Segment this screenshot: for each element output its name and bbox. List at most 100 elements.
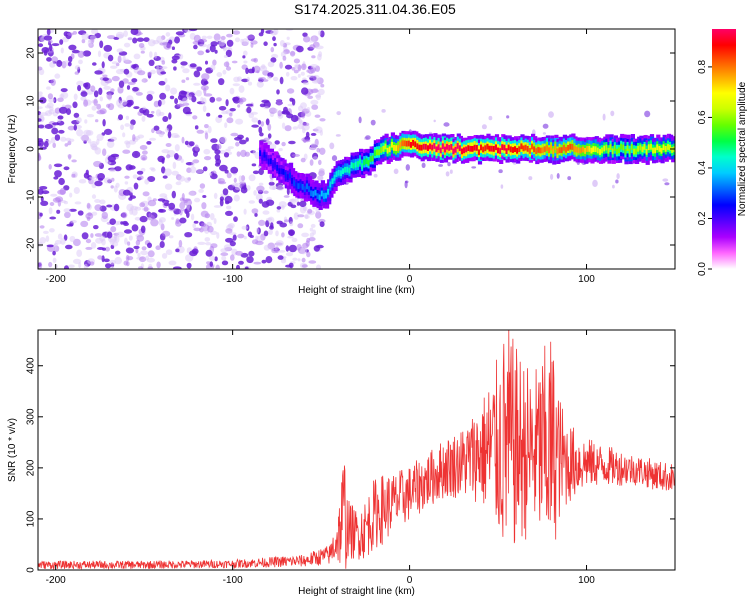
noise-blob [297, 214, 305, 218]
noise-blob [219, 164, 228, 172]
signal-segment [310, 190, 315, 197]
noise-blob [131, 224, 139, 232]
noise-blob [95, 119, 99, 123]
noise-blob [162, 175, 168, 179]
noise-blob [96, 133, 104, 141]
noise-blob [293, 58, 300, 64]
noise-blob [188, 141, 195, 147]
noise-blob [320, 83, 325, 88]
noise-blob [164, 168, 172, 176]
noise-blob [58, 177, 65, 186]
noise-blob [276, 99, 282, 106]
noise-blob [38, 91, 43, 96]
noise-blob [232, 83, 240, 87]
noise-blob [241, 38, 250, 46]
noise-blob [310, 132, 317, 136]
noise-blob [58, 129, 65, 134]
noise-blob [373, 173, 378, 178]
noise-blob [273, 29, 279, 35]
noise-blob [297, 258, 301, 262]
noise-blob [304, 213, 309, 220]
signal-segment [409, 142, 415, 148]
noise-blob [161, 166, 166, 174]
noise-blob [132, 37, 138, 44]
signal-segment [429, 143, 434, 150]
noise-blob [241, 225, 249, 230]
noise-blob [209, 261, 213, 267]
noise-blob [312, 156, 318, 160]
noise-blob [262, 210, 270, 215]
noise-blob [44, 124, 53, 129]
noise-blob [135, 239, 141, 246]
noise-blob [65, 244, 73, 250]
noise-blob [193, 227, 201, 232]
noise-blob [102, 119, 106, 127]
noise-blob [180, 158, 184, 163]
noise-blob [229, 232, 237, 236]
noise-blob [110, 226, 117, 233]
noise-blob [80, 135, 89, 141]
noise-blob [206, 112, 211, 117]
noise-blob [102, 247, 106, 251]
noise-blob [126, 85, 131, 90]
noise-blob [127, 241, 131, 246]
heatmap-x-tick-label: 0 [407, 274, 413, 285]
noise-blob [317, 53, 322, 61]
noise-blob [218, 114, 223, 118]
noise-blob [292, 126, 298, 130]
noise-blob [447, 162, 451, 167]
signal-segment [437, 144, 442, 151]
noise-blob [57, 115, 64, 120]
noise-blob [38, 43, 44, 48]
noise-blob [263, 137, 270, 142]
noise-blob [381, 109, 386, 113]
noise-blob [253, 190, 257, 196]
noise-blob [278, 250, 286, 253]
noise-blob [225, 210, 233, 216]
noise-blob [284, 125, 292, 132]
noise-blob [107, 54, 114, 62]
noise-blob [130, 205, 139, 211]
signal-segment [482, 146, 487, 153]
noise-blob [243, 208, 247, 215]
noise-blob [258, 182, 264, 186]
signal-segment [274, 161, 279, 168]
noise-blob [71, 49, 80, 54]
noise-blob [193, 82, 201, 86]
noise-blob [307, 208, 313, 214]
noise-blob [151, 128, 155, 134]
noise-blob [139, 145, 148, 150]
signal-segment [528, 148, 533, 154]
noise-blob [292, 257, 298, 261]
noise-blob [178, 239, 183, 248]
noise-blob [182, 97, 188, 105]
noise-blob [644, 110, 651, 118]
noise-blob [181, 193, 185, 201]
noise-blob [39, 237, 47, 244]
noise-blob [200, 96, 204, 104]
noise-blob [38, 153, 41, 161]
noise-blob [127, 81, 136, 86]
noise-blob [66, 223, 73, 227]
signal-segment [662, 144, 667, 151]
noise-blob [146, 94, 153, 101]
noise-blob [270, 247, 275, 252]
noise-blob [310, 88, 319, 94]
noise-blob [142, 108, 150, 116]
noise-blob [302, 206, 308, 212]
noise-blob [237, 233, 245, 239]
noise-blob [73, 187, 80, 194]
noise-blob [299, 200, 307, 208]
noise-blob [278, 148, 283, 152]
noise-blob [58, 106, 68, 114]
noise-blob [67, 125, 76, 131]
signal-segment [446, 143, 451, 150]
noise-blob [114, 166, 122, 172]
noise-blob [141, 115, 146, 122]
noise-blob [194, 125, 199, 130]
noise-blob [76, 249, 83, 257]
noise-blob [195, 90, 202, 97]
noise-blob [616, 173, 620, 180]
noise-blob [149, 137, 157, 141]
noise-blob [180, 91, 188, 95]
